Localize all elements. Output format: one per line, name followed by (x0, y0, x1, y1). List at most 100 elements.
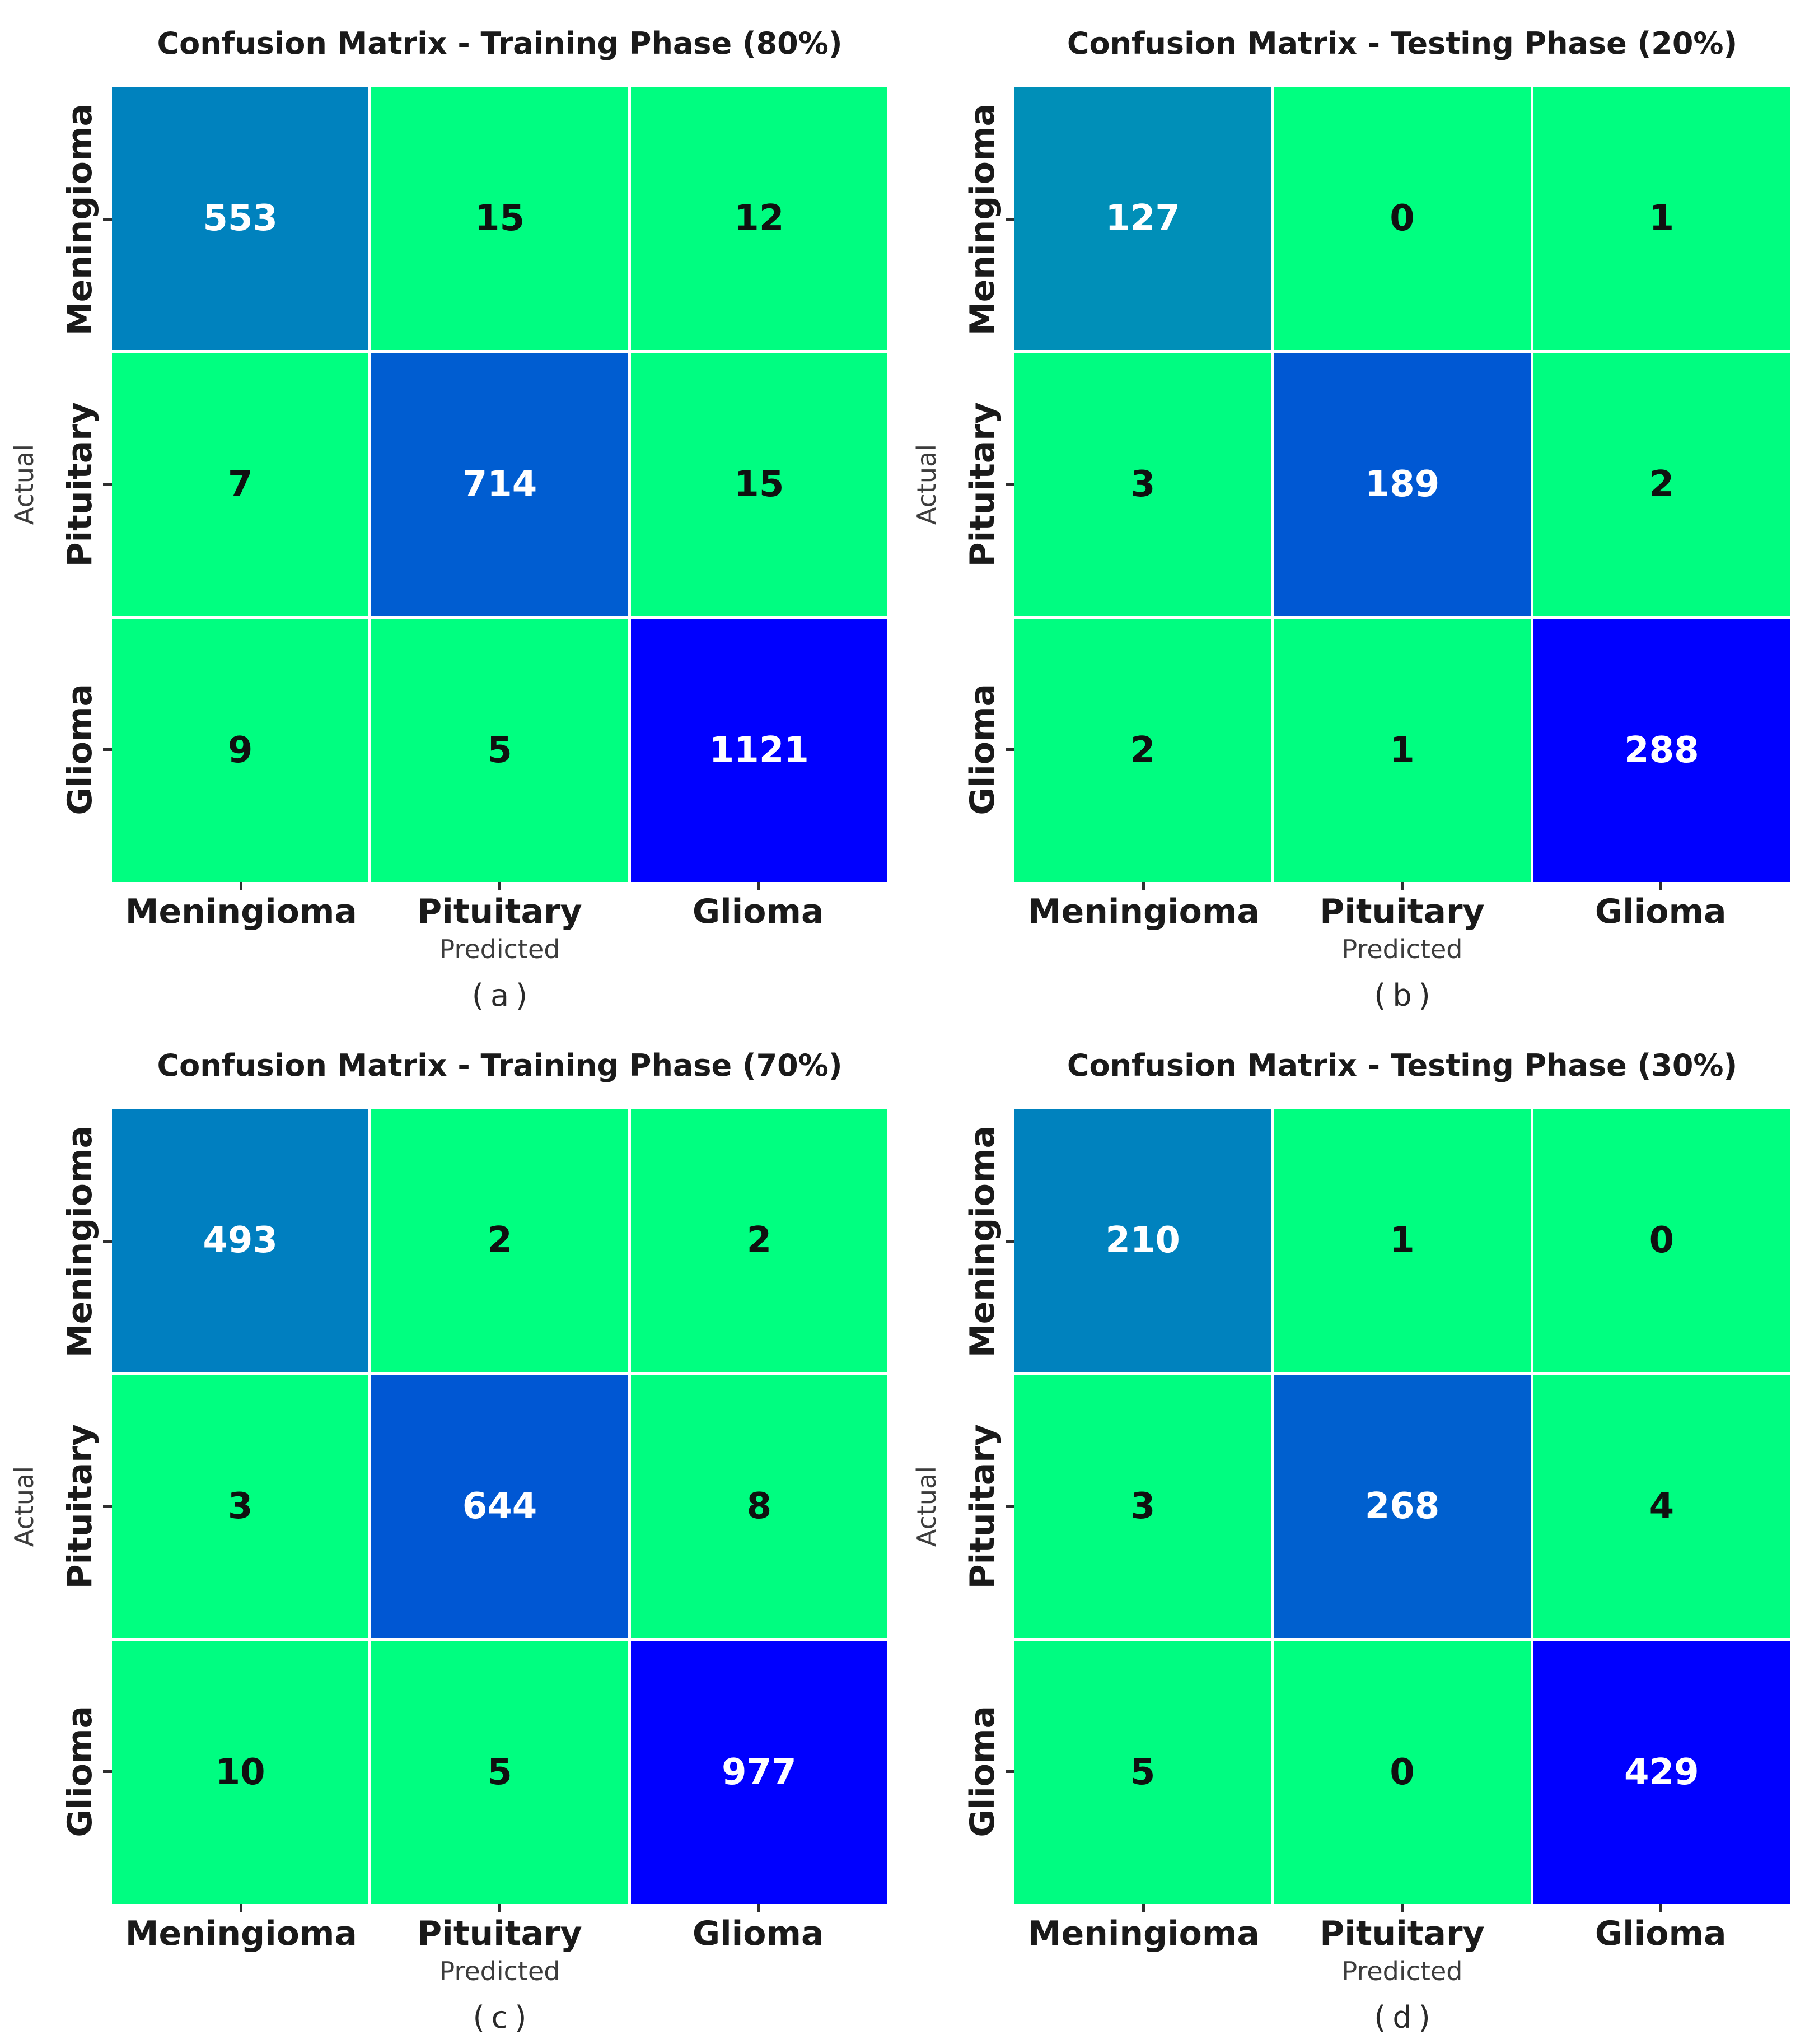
y-tick-label: Glioma (48, 617, 112, 882)
x-tick-labels: Meningioma Pituitary Glioma (112, 1904, 887, 1953)
y-tick-label: Glioma (951, 1639, 1014, 1904)
plot-title: Confusion Matrix - Training Phase (70%) (157, 1048, 843, 1083)
caption-row: (b) (1014, 969, 1790, 1022)
subplot-a: Confusion Matrix - Training Phase (80%) … (0, 0, 902, 1022)
subplot-d: Confusion Matrix - Testing Phase (30%) A… (902, 1022, 1805, 2044)
matrix-cell-r1c1: 644 (371, 1375, 628, 1638)
y-axis-label: Actual (911, 444, 942, 525)
subplot-b: Confusion Matrix - Testing Phase (20%) A… (902, 0, 1805, 1022)
y-tick-label: Pituitary (48, 352, 112, 617)
subplot-caption: (d) (1374, 2000, 1437, 2035)
x-tick-label: Glioma (1531, 1904, 1790, 1953)
matrix-cell-r0c2: 2 (630, 1109, 887, 1372)
x-tick-label: Pituitary (1273, 1904, 1532, 1953)
subplot-c: Confusion Matrix - Training Phase (70%) … (0, 1022, 902, 2044)
matrix-cell-r2c2: 288 (1533, 619, 1790, 882)
y-axis-label: Actual (9, 1466, 39, 1547)
plot-body: Actual Meningioma Pituitary Glioma 127 0 1 3 1… (902, 87, 1805, 882)
y-axis-label-container: Actual (0, 87, 48, 882)
confusion-matrix: 553 15 12 7 714 15 9 5 1121 (112, 87, 887, 882)
x-axis-label: Predicted (439, 1956, 560, 1986)
x-tick-label: Glioma (629, 1904, 887, 1953)
x-tick-labels: Meningioma Pituitary Glioma (112, 882, 887, 931)
subplot-caption: (c) (473, 2000, 534, 2035)
x-tick-label: Pituitary (1273, 882, 1532, 931)
x-tick-label: Pituitary (371, 1904, 629, 1953)
y-tick-label: Pituitary (951, 1374, 1014, 1639)
x-axis-label: Predicted (1341, 934, 1463, 964)
confusion-matrix: 493 2 2 3 644 8 10 5 977 (112, 1109, 887, 1904)
matrix-cell-r1c1: 714 (371, 353, 628, 616)
y-tick-label: Meningioma (951, 1109, 1014, 1374)
matrix-cell-r2c0: 10 (112, 1641, 369, 1904)
matrix-cell-r2c1: 0 (1274, 1641, 1531, 1904)
matrix-cell-r2c0: 5 (1014, 1641, 1271, 1904)
matrix-cell-r0c2: 0 (1533, 1109, 1790, 1372)
matrix-cell-r1c1: 268 (1274, 1375, 1531, 1638)
matrix-cell-r0c1: 1 (1274, 1109, 1531, 1372)
matrix-cell-r0c1: 0 (1274, 87, 1531, 350)
plot-body: Actual Meningioma Pituitary Glioma 493 2 2 3 6… (0, 1109, 902, 1904)
matrix-cell-r0c0: 553 (112, 87, 369, 350)
matrix-cell-r2c1: 1 (1274, 619, 1531, 882)
x-axis-label: Predicted (439, 934, 560, 964)
subplot-caption: (b) (1374, 978, 1437, 1013)
plot-body: Actual Meningioma Pituitary Glioma 553 15 12… (0, 87, 902, 882)
x-tick-label: Glioma (1531, 882, 1790, 931)
matrix-cell-r2c2: 977 (630, 1641, 887, 1904)
y-tick-labels: Meningioma Pituitary Glioma (951, 1109, 1014, 1904)
matrix-cell-r1c2: 8 (630, 1375, 887, 1638)
matrix-cell-r1c2: 4 (1533, 1375, 1790, 1638)
matrix-cell-r0c0: 493 (112, 1109, 369, 1372)
y-axis-label-container: Actual (902, 87, 951, 882)
y-tick-label: Pituitary (48, 1374, 112, 1639)
matrix-cell-r1c0: 3 (1014, 353, 1271, 616)
x-tick-label: Meningioma (1014, 882, 1273, 931)
y-axis-label-container: Actual (902, 1109, 951, 1904)
x-axis-label: Predicted (1341, 1956, 1463, 1986)
y-tick-label: Pituitary (951, 352, 1014, 617)
matrix-cell-r1c2: 2 (1533, 353, 1790, 616)
x-axis-label-row: Predicted (1014, 930, 1790, 969)
matrix-cell-r0c1: 2 (371, 1109, 628, 1372)
y-tick-label: Meningioma (951, 87, 1014, 352)
matrix-cell-r2c2: 1121 (630, 619, 887, 882)
matrix-cell-r0c1: 15 (371, 87, 628, 350)
matrix-cell-r0c2: 12 (630, 87, 887, 350)
confusion-matrix: 210 1 0 3 268 4 5 0 429 (1014, 1109, 1790, 1904)
matrix-cell-r0c0: 127 (1014, 87, 1271, 350)
matrix-cell-r1c1: 189 (1274, 353, 1531, 616)
matrix-cell-r2c1: 5 (371, 619, 628, 882)
x-axis-label-row: Predicted (112, 930, 887, 969)
y-axis-label: Actual (911, 1466, 942, 1547)
confusion-matrix: 127 0 1 3 189 2 2 1 288 (1014, 87, 1790, 882)
x-tick-label: Meningioma (112, 1904, 371, 1953)
matrix-cell-r1c0: 3 (112, 1375, 369, 1638)
y-tick-label: Meningioma (48, 87, 112, 352)
y-tick-labels: Meningioma Pituitary Glioma (951, 87, 1014, 882)
x-axis-label-row: Predicted (1014, 1952, 1790, 1991)
matrix-cell-r0c2: 1 (1533, 87, 1790, 350)
matrix-cell-r1c0: 3 (1014, 1375, 1271, 1638)
x-tick-labels: Meningioma Pituitary Glioma (1014, 882, 1790, 931)
y-tick-labels: Meningioma Pituitary Glioma (48, 1109, 112, 1904)
matrix-cell-r2c0: 9 (112, 619, 369, 882)
y-axis-label: Actual (9, 444, 39, 525)
x-tick-labels: Meningioma Pituitary Glioma (1014, 1904, 1790, 1953)
y-axis-label-container: Actual (0, 1109, 48, 1904)
matrix-cell-r2c0: 2 (1014, 619, 1271, 882)
plot-title: Confusion Matrix - Testing Phase (30%) (1067, 1048, 1738, 1083)
matrix-cell-r1c2: 15 (630, 353, 887, 616)
matrix-cell-r2c1: 5 (371, 1641, 628, 1904)
caption-row: (d) (1014, 1991, 1790, 2044)
y-tick-labels: Meningioma Pituitary Glioma (48, 87, 112, 882)
y-tick-label: Glioma (48, 1639, 112, 1904)
y-tick-label: Glioma (951, 617, 1014, 882)
plot-body: Actual Meningioma Pituitary Glioma 210 1 0 3 2… (902, 1109, 1805, 1904)
matrix-cell-r0c0: 210 (1014, 1109, 1271, 1372)
plot-title: Confusion Matrix - Testing Phase (20%) (1067, 26, 1738, 61)
matrix-cell-r1c0: 7 (112, 353, 369, 616)
x-tick-label: Pituitary (371, 882, 629, 931)
matrix-cell-r2c2: 429 (1533, 1641, 1790, 1904)
